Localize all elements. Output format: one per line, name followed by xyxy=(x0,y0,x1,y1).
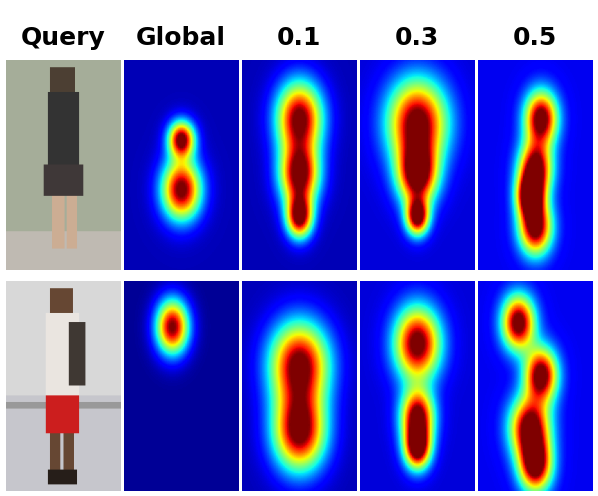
Text: Global: Global xyxy=(136,26,226,50)
Text: 0.3: 0.3 xyxy=(395,26,439,50)
Text: 0.5: 0.5 xyxy=(512,26,557,50)
Text: Query: Query xyxy=(21,26,106,50)
Text: 0.1: 0.1 xyxy=(277,26,321,50)
